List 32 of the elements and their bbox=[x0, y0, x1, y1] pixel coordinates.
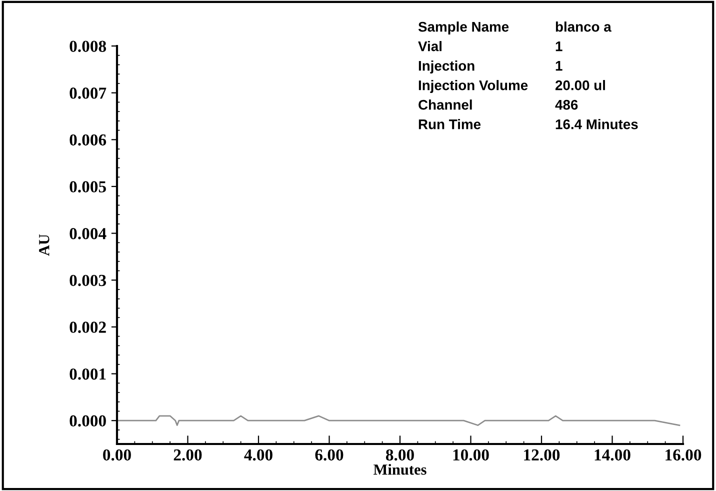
x-axis-title: Minutes bbox=[374, 464, 426, 475]
y-tick-label: 0.003 bbox=[70, 274, 106, 286]
x-tick-label: 6.00 bbox=[315, 449, 344, 461]
text: Sample Name bbox=[418, 22, 509, 34]
annotation: 20.00 ul bbox=[555, 80, 605, 90]
annotation: Vial bbox=[418, 41, 442, 52]
y-tick-label: 0.007 bbox=[70, 88, 106, 99]
annotation: Injection Volume bbox=[418, 80, 528, 93]
annotation: 1 bbox=[556, 42, 562, 52]
annotation: Run Time bbox=[418, 119, 481, 130]
annotation: Channel bbox=[418, 100, 472, 110]
x-tick-label: 10.00 bbox=[453, 449, 489, 461]
y-tick-label: 0.001 bbox=[70, 368, 106, 380]
y-tick-label: 0.004 bbox=[70, 228, 106, 240]
y-tick-label: 0.000 bbox=[70, 415, 106, 427]
text: blanco a bbox=[556, 22, 612, 32]
x-tick-label: 12.00 bbox=[524, 449, 560, 461]
annotation: Injection bbox=[418, 60, 474, 74]
x-tick-label: 2.00 bbox=[174, 449, 202, 461]
y-axis-title: AU bbox=[39, 234, 50, 256]
y-tick-label: 0.008 bbox=[70, 40, 106, 52]
x-tick-label: 16.00 bbox=[666, 449, 702, 461]
x-tick-label: 4.00 bbox=[244, 449, 272, 461]
y-tick-label: 0.006 bbox=[70, 134, 106, 146]
annotation: 486 bbox=[555, 100, 578, 110]
x-tick-label: 8.00 bbox=[386, 449, 414, 461]
y-tick-label: 0.002 bbox=[70, 322, 106, 333]
y-tick-label: 0.005 bbox=[70, 181, 106, 192]
x-tick-label: 14.00 bbox=[594, 449, 630, 461]
annotation: 1 bbox=[556, 61, 562, 71]
annotation: 16.4 Minutes bbox=[556, 119, 638, 130]
x-tick-label: 0.00 bbox=[103, 449, 131, 461]
